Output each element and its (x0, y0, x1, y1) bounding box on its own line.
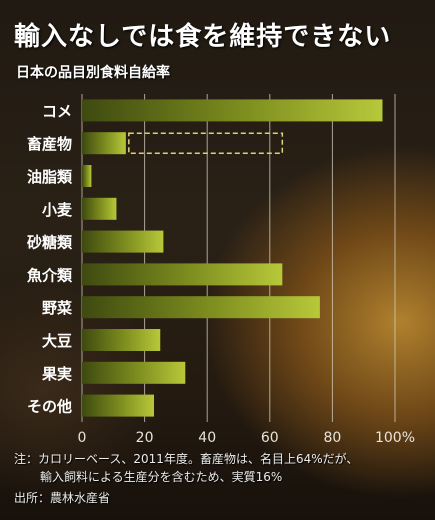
category-label: コメ (42, 102, 72, 120)
category-label: 油脂類 (27, 168, 73, 186)
category-label: 小麦 (42, 201, 73, 219)
category-label: 大豆 (42, 332, 72, 350)
category-label: その他 (27, 398, 72, 416)
footnote-line-2: 輸入飼料による生産分を含むため、実質16% (40, 470, 283, 484)
x-tick-label: 80 (323, 430, 341, 446)
category-label: 砂糖類 (27, 234, 73, 252)
category-label: 果実 (41, 365, 72, 383)
source-note: 出所：農林水産省 (14, 491, 111, 505)
chart-subtitle: 日本の品目別食料自給率 (16, 65, 170, 81)
bar (82, 361, 186, 384)
nominal-overlay (128, 132, 284, 154)
bar (82, 165, 92, 187)
nominal-outline-bar (128, 132, 284, 154)
bar (82, 329, 161, 351)
x-tick-label: 60 (261, 430, 279, 446)
bar (82, 197, 117, 220)
bar (82, 394, 154, 417)
x-tick-label: 20 (136, 430, 154, 446)
category-label: 畜産物 (27, 135, 72, 153)
category-label: 野菜 (42, 299, 72, 317)
chart-title: 輸入なしでは食を維持できない (14, 22, 392, 52)
x-tick-label: 100% (375, 430, 415, 446)
x-tick-labels: 0 20 40 60 80 100% (78, 430, 415, 446)
bar (82, 296, 320, 319)
bar (82, 132, 126, 155)
x-tick-label: 40 (198, 430, 216, 446)
bar (82, 263, 283, 286)
bar (82, 99, 383, 122)
footnote-line-1: 注：カロリーベース、2011年度。畜産物は、名目上64%だが、 (14, 452, 359, 466)
bars (82, 99, 383, 417)
category-label: 魚介類 (27, 266, 73, 284)
bar (82, 230, 164, 253)
x-tick-label: 0 (78, 430, 87, 446)
